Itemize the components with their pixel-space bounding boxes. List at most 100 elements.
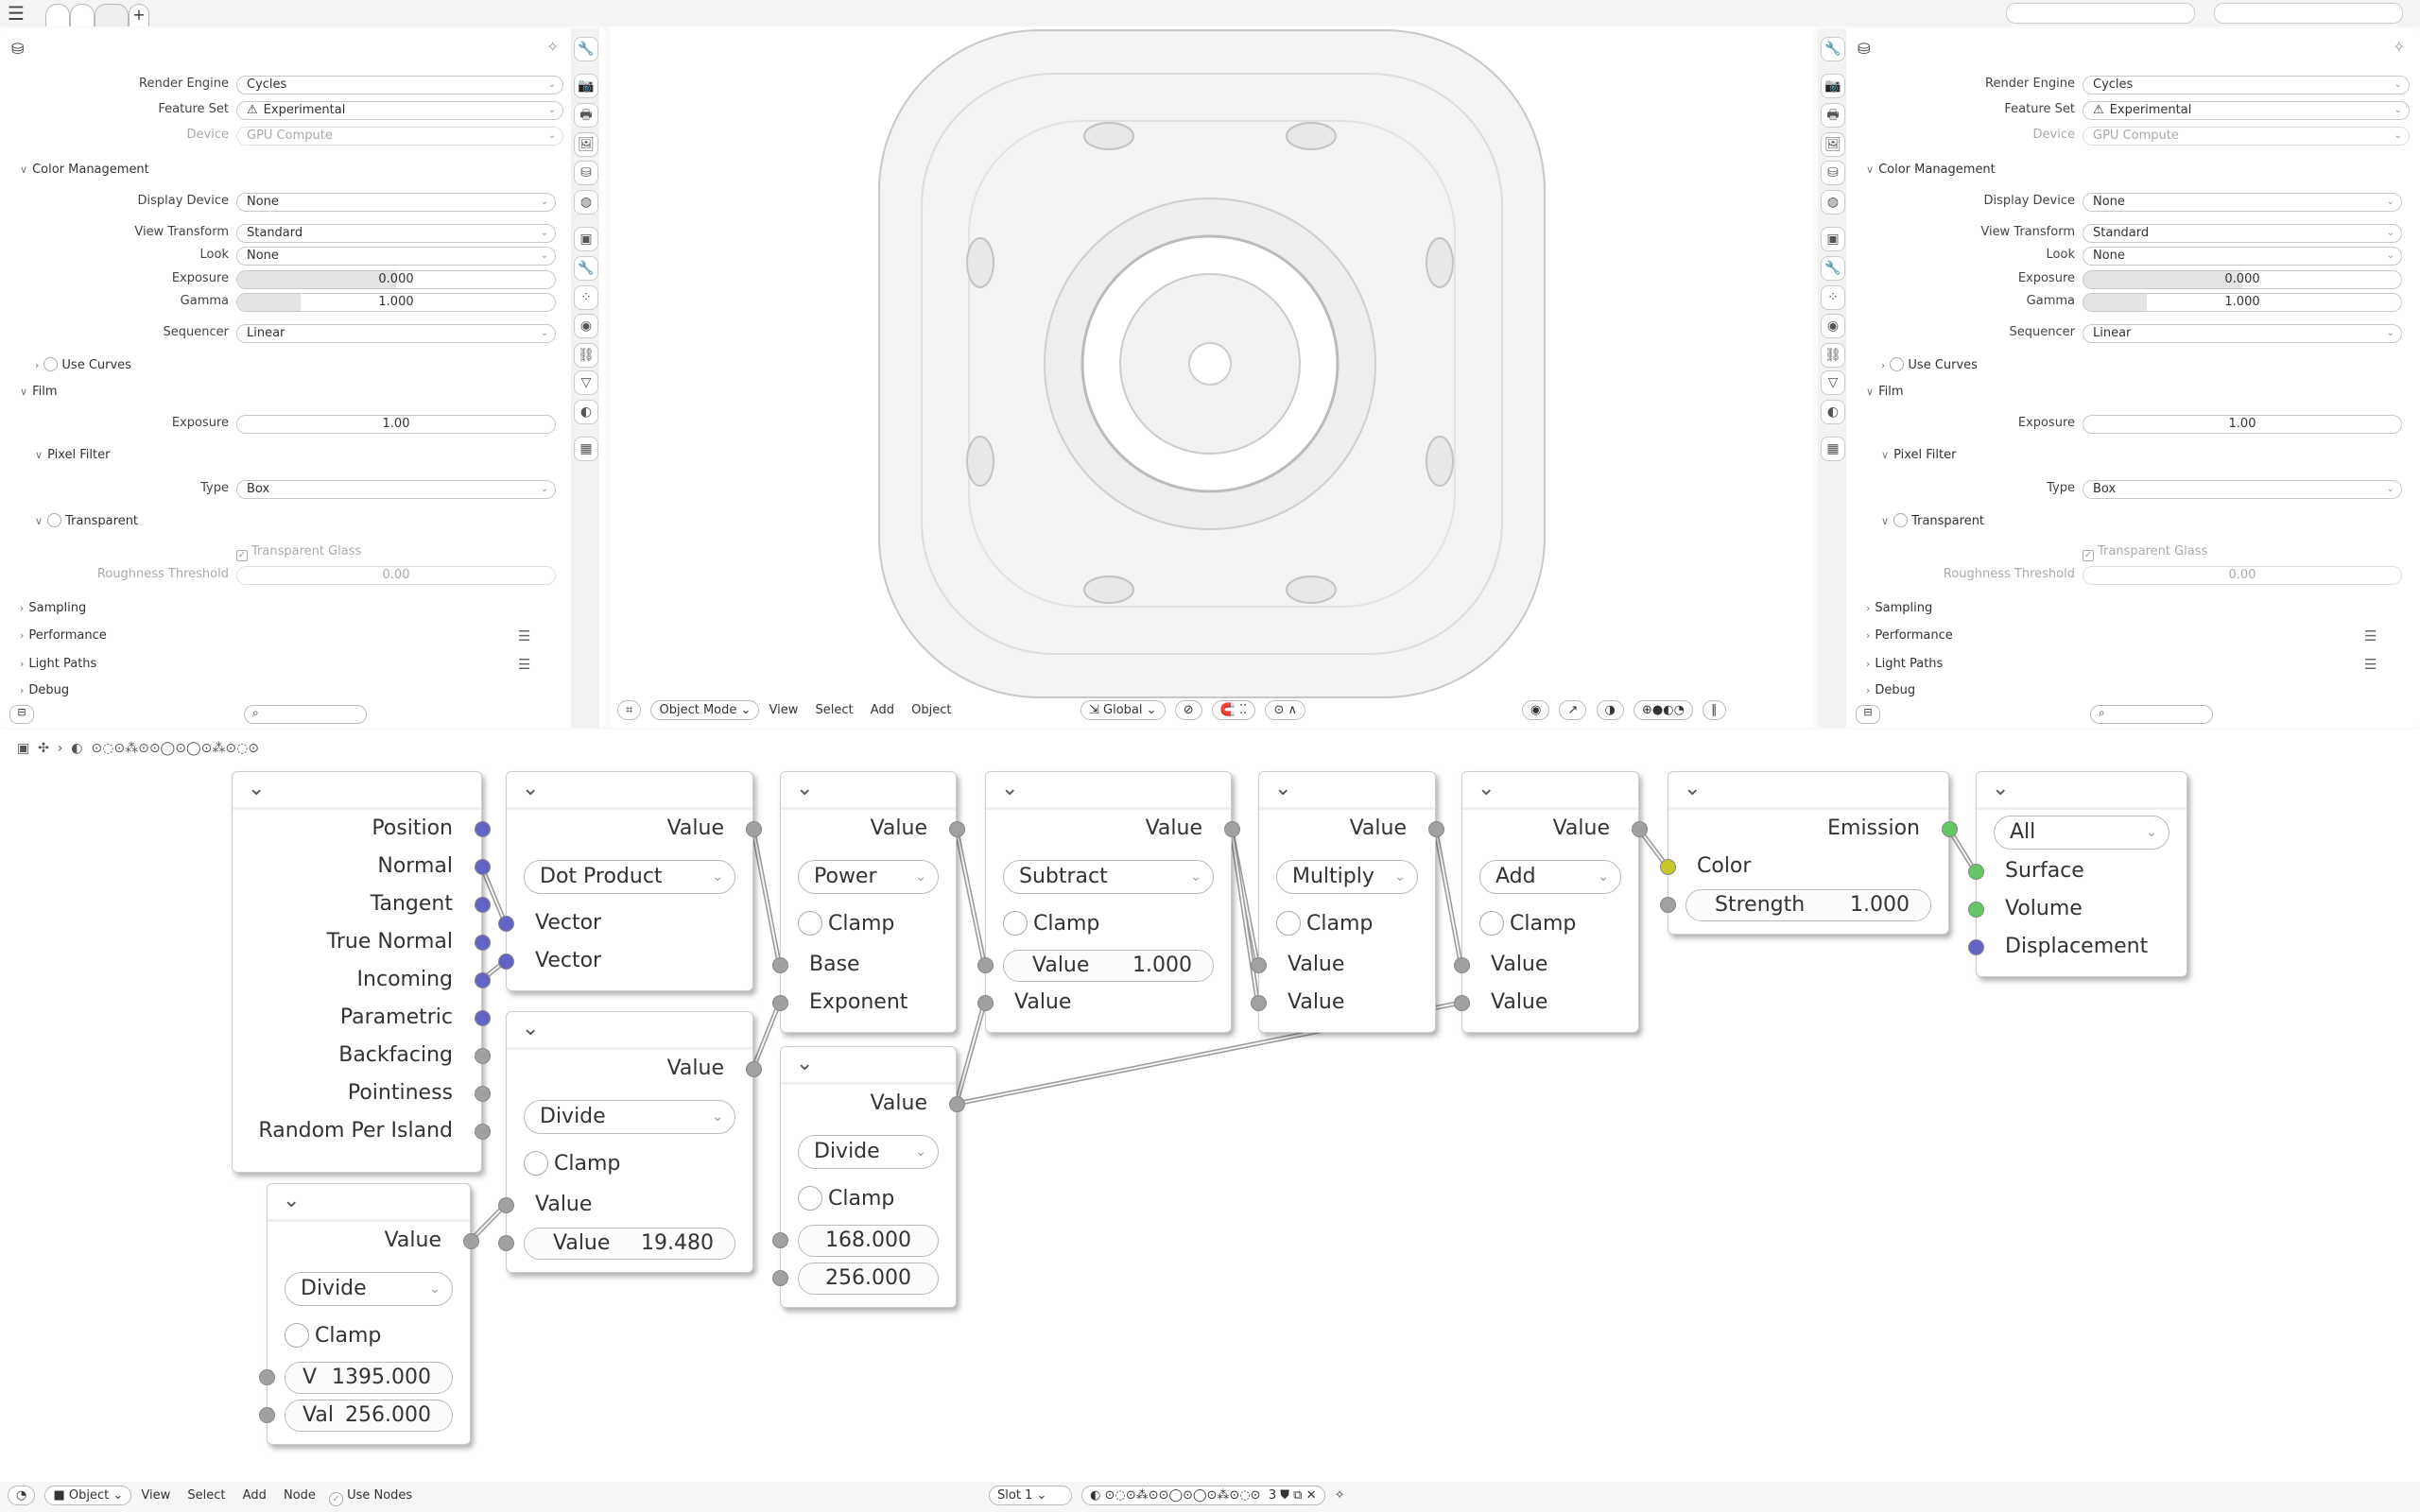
exposure-field[interactable]: 1.00	[236, 415, 556, 434]
pause-icon[interactable]: ∥	[1703, 700, 1726, 720]
node-collapse-chevron-icon[interactable]: ⌄	[507, 1012, 752, 1050]
value-field[interactable]: V 1395.000	[285, 1362, 453, 1394]
shader-node[interactable]: ⌄ Value Power ⌄ Clamp Base Exponent	[772, 771, 965, 1033]
section-debug[interactable]: › Debug	[20, 683, 69, 697]
modifier-icon[interactable]: 🔧	[1821, 256, 1845, 281]
input-socket-float[interactable]	[1454, 995, 1470, 1011]
gizmo-icon[interactable]: ↗	[1559, 700, 1587, 720]
shader-node[interactable]: ⌄ Position Normal Tangent True Normal Incomin…	[232, 771, 491, 1173]
input-socket-float[interactable]	[1660, 897, 1676, 913]
orientation-selector[interactable]: ⇲ Global ⌄	[1080, 700, 1166, 720]
input-socket-color[interactable]	[1660, 859, 1676, 875]
section-use-curves[interactable]: › Use Curves	[35, 357, 131, 372]
list-icon[interactable]: ☰	[2364, 656, 2377, 673]
scene-icon[interactable]: ⛁	[1821, 161, 1845, 185]
feature-set-dropdown[interactable]: ⚠ Experimental ⌄	[2083, 101, 2410, 120]
output-socket-float[interactable]	[1428, 821, 1444, 837]
section-film[interactable]: ∨ Film	[1866, 385, 1903, 399]
node-collapse-chevron-icon[interactable]: ⌄	[781, 772, 956, 810]
shader-node[interactable]: ⌄ Value Subtract ⌄ Clamp Value 1.000 Value	[977, 771, 1240, 1033]
pin-icon[interactable]: ✧	[1334, 1488, 1345, 1503]
menu-add[interactable]: Add	[242, 1488, 267, 1503]
proportional-edit-icon[interactable]: ⊙ ∧	[1265, 700, 1306, 720]
section-pixel-filter[interactable]: ∨ Pixel Filter	[35, 448, 110, 462]
world-icon[interactable]: ◍	[1821, 190, 1845, 215]
clamp-checkbox[interactable]: Clamp	[798, 1186, 894, 1211]
output-socket-vector[interactable]	[475, 1010, 491, 1026]
object-icon[interactable]: ▣	[574, 227, 598, 251]
feature-set-dropdown[interactable]: ⚠ Experimental ⌄	[236, 101, 563, 120]
output-socket-vector[interactable]	[475, 821, 491, 837]
input-socket-float[interactable]	[498, 1235, 514, 1251]
look-dropdown[interactable]: None ⌄	[2083, 247, 2402, 266]
type-dropdown[interactable]: Box ⌄	[2083, 480, 2402, 499]
section-light-paths[interactable]: › Light Paths	[1866, 657, 1943, 671]
output-socket-float[interactable]	[746, 821, 762, 837]
pivot-icon[interactable]: ⊘	[1174, 700, 1202, 720]
shading-mode-icon[interactable]: ⊕●◐◔	[1634, 700, 1693, 720]
render-engine-dropdown[interactable]: Cycles ⌄	[2083, 76, 2410, 94]
slot-selector[interactable]: Slot 1 ⌄	[989, 1486, 1072, 1505]
output-socket-vector[interactable]	[475, 859, 491, 875]
editor-type-button[interactable]: ⌗	[617, 700, 642, 720]
input-socket-float[interactable]	[498, 1197, 514, 1213]
world-icon[interactable]: ◍	[574, 190, 598, 215]
operation-dropdown[interactable]: Multiply ⌄	[1276, 860, 1418, 894]
pin-icon[interactable]: ✧	[546, 38, 560, 56]
texture-icon[interactable]: ▦	[1821, 437, 1845, 461]
node-collapse-chevron-icon[interactable]: ⌄	[781, 1047, 956, 1085]
operation-dropdown[interactable]: All ⌄	[1994, 815, 2169, 850]
node-collapse-chevron-icon[interactable]: ⌄	[507, 772, 752, 810]
frame-icon[interactable]: ▣	[17, 741, 30, 756]
exposure-field[interactable]: 1.00	[2083, 415, 2402, 434]
output-icon[interactable]: 🖶	[1821, 103, 1845, 128]
list-icon[interactable]: ☰	[518, 656, 531, 673]
workspace-tab[interactable]	[45, 4, 70, 26]
list-icon[interactable]: ☰	[2364, 627, 2377, 644]
node-editor[interactable]: ▣ ✣ › ◐ ⊙◌⊙⁂⊙⊙◯⊙◯⊙⁂⊙◌⊙ ⌄ Position Normal Ta…	[0, 730, 2420, 1482]
search-input[interactable]: ⌕	[2090, 705, 2213, 724]
node-collapse-chevron-icon[interactable]: ⌄	[1259, 772, 1435, 810]
clamp-checkbox[interactable]: Clamp	[798, 911, 894, 936]
output-socket-float[interactable]	[475, 1124, 491, 1140]
shader-node[interactable]: ⌄ Value Divide ⌄ Clamp 168.000 256.000	[772, 1046, 965, 1308]
shader-node[interactable]: ⌄ Value Divide ⌄ Clamp V 1395.000 Val 256.000	[259, 1183, 479, 1445]
node-collapse-chevron-icon[interactable]: ⌄	[986, 772, 1231, 810]
output-socket-float[interactable]	[475, 1048, 491, 1064]
shader-node[interactable]: ⌄ Value Dot Product ⌄ Vector Vector	[498, 771, 762, 991]
clamp-checkbox[interactable]: Clamp	[1276, 911, 1373, 936]
operation-dropdown[interactable]: Add ⌄	[1479, 860, 1621, 894]
object-icon[interactable]: ▣	[1821, 227, 1845, 251]
input-socket-float[interactable]	[259, 1407, 275, 1423]
operation-dropdown[interactable]: Power ⌄	[798, 860, 939, 894]
transparent-glass-checkbox[interactable]: ✓ Transparent Glass	[236, 544, 361, 561]
input-socket-vector[interactable]	[1968, 939, 1984, 955]
input-socket-float[interactable]	[772, 957, 788, 973]
tool-icon[interactable]: 🔧	[1821, 37, 1845, 61]
output-socket-float[interactable]	[949, 1096, 965, 1112]
modifier-icon[interactable]: 🔧	[574, 256, 598, 281]
transparent-checkbox[interactable]	[1893, 513, 1909, 527]
section-transparent[interactable]: ∨ Transparent	[35, 513, 138, 528]
input-socket-shader[interactable]	[1968, 902, 1984, 918]
render-icon[interactable]: 📷	[1821, 74, 1845, 98]
output-socket-vector[interactable]	[475, 972, 491, 988]
operation-dropdown[interactable]: Divide ⌄	[524, 1100, 735, 1134]
material-icon[interactable]: ◐	[574, 400, 598, 424]
use-nodes-checkbox[interactable]: ✓ Use Nodes	[329, 1488, 412, 1506]
list-icon[interactable]: ☰	[518, 627, 531, 644]
value-field[interactable]: 256.000	[798, 1263, 939, 1295]
object-selector[interactable]: ■ Object ⌄	[44, 1486, 132, 1505]
section-performance[interactable]: › Performance	[1866, 628, 1953, 643]
output-socket-vector[interactable]	[475, 897, 491, 913]
input-socket-float[interactable]	[977, 995, 994, 1011]
node-collapse-chevron-icon[interactable]: ⌄	[233, 772, 481, 810]
material-icon[interactable]: ◐	[1821, 400, 1845, 424]
add-workspace-button[interactable]: +	[129, 4, 149, 26]
overlay-icon[interactable]: ◑	[1596, 700, 1624, 720]
workspace-tab-active[interactable]	[95, 4, 129, 26]
3d-viewport[interactable]: ⌗ Object Mode ⌄ View Select Add Object ⇲…	[610, 26, 1814, 728]
output-socket-float[interactable]	[746, 1061, 762, 1077]
output-socket-vector[interactable]	[475, 935, 491, 951]
display-device-dropdown[interactable]: None ⌄	[2083, 193, 2402, 212]
